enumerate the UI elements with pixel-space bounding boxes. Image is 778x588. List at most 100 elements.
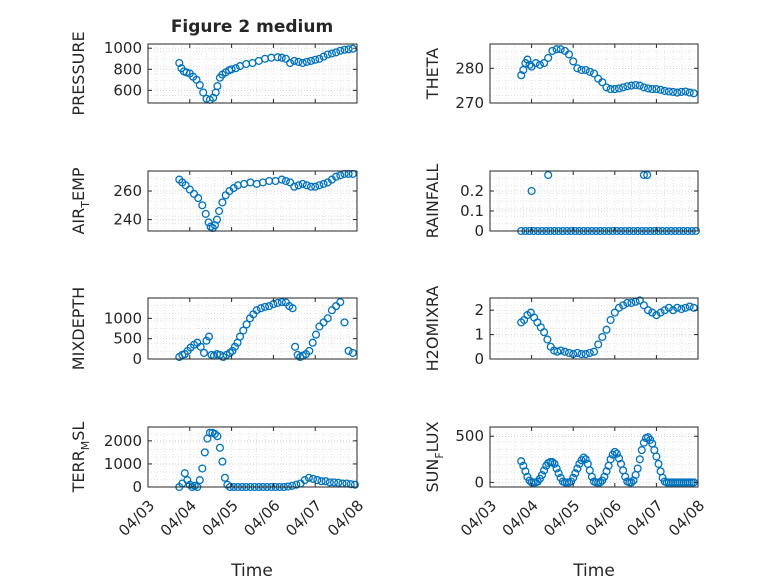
- data-point: [199, 348, 209, 357]
- data-point: [185, 480, 194, 489]
- data-point: [548, 458, 557, 467]
- data-point: [265, 302, 274, 311]
- data-point: [277, 53, 286, 62]
- y-tick-label: 800: [113, 60, 142, 78]
- data-point: [664, 87, 673, 96]
- data-point: [317, 477, 326, 486]
- y-tick-label: 500: [113, 330, 142, 348]
- data-point: [598, 78, 607, 87]
- data-point: [585, 348, 594, 357]
- data-point: [585, 67, 594, 76]
- data-point: [673, 303, 682, 312]
- data-point: [654, 459, 663, 468]
- data-point: [290, 182, 299, 191]
- data-point: [614, 303, 624, 312]
- data-point: [673, 88, 682, 97]
- data-point: [327, 49, 336, 58]
- data-point: [589, 347, 599, 356]
- figure-title: Figure 2 medium: [171, 17, 333, 37]
- data-point: [288, 304, 297, 313]
- axes-frame: [147, 43, 358, 104]
- data-point: [231, 64, 240, 73]
- x-tick-label: 04/04: [499, 497, 542, 540]
- data-point: [610, 85, 619, 94]
- data-point: [573, 464, 582, 473]
- grid-lines: [490, 171, 698, 232]
- data-point: [239, 326, 248, 335]
- data-point: [644, 84, 653, 93]
- plot-area: [490, 171, 698, 231]
- data-point: [577, 65, 586, 75]
- data-point: [228, 346, 237, 355]
- y-tick-label: 0.1: [460, 202, 484, 220]
- data-point: [294, 57, 303, 66]
- data-point: [294, 181, 303, 190]
- data-point: [544, 170, 553, 180]
- data-point: [527, 186, 536, 196]
- data-point: [321, 477, 330, 486]
- y-tick-label: 500: [455, 427, 484, 445]
- data-point: [344, 346, 353, 355]
- y-tick-label: 1000: [104, 39, 142, 57]
- data-point: [290, 56, 299, 65]
- grid-lines: [490, 427, 698, 487]
- data-point: [273, 53, 282, 62]
- subplot-3: 240 260 AIRTEMP: [69, 167, 358, 235]
- y-axis-label: PRESSURE: [69, 31, 88, 115]
- data-point: [204, 332, 214, 341]
- data-point: [305, 346, 314, 355]
- data-point: [531, 59, 540, 68]
- data-point: [350, 480, 359, 489]
- axes-frame: [489, 43, 699, 104]
- data-point: [537, 470, 547, 480]
- data-point: [560, 347, 569, 356]
- data-point: [332, 302, 341, 311]
- data-point: [227, 65, 236, 74]
- data-point: [300, 476, 309, 485]
- y-tick-label: 2000: [104, 432, 142, 450]
- data-point: [302, 181, 311, 190]
- data-point: [681, 87, 690, 96]
- x-tick-label: 04/08: [324, 497, 367, 540]
- data-point: [242, 320, 251, 329]
- data-point: [610, 447, 619, 456]
- y-tick-label: 1000: [104, 309, 142, 327]
- data-point: [195, 476, 204, 485]
- data-point: [635, 296, 644, 305]
- data-point: [564, 348, 574, 357]
- data-point: [639, 301, 648, 310]
- data-point: [340, 45, 349, 54]
- data-point: [204, 218, 213, 227]
- data-point: [230, 342, 239, 351]
- data-point: [544, 53, 553, 62]
- data-point: [637, 446, 646, 455]
- data-point: [652, 85, 661, 94]
- data-point: [292, 480, 301, 489]
- data-point: [183, 476, 192, 485]
- data-point: [543, 335, 552, 344]
- data-point: [517, 71, 526, 80]
- data-point: [213, 82, 222, 91]
- data-point: [323, 314, 332, 323]
- data-point: [639, 170, 648, 180]
- data-point: [577, 350, 586, 359]
- data-point: [643, 170, 652, 180]
- data-point: [252, 306, 261, 315]
- data-point: [298, 179, 307, 188]
- data-point: [573, 64, 582, 73]
- x-tick-label: 04/03: [115, 497, 158, 540]
- axes-frame: [489, 297, 699, 360]
- data-series: [175, 169, 357, 233]
- data-point: [319, 52, 328, 61]
- data-point: [612, 449, 621, 458]
- data-point: [215, 206, 224, 216]
- data-point: [548, 46, 557, 55]
- data-point: [648, 308, 657, 317]
- data-point: [319, 179, 328, 188]
- data-point: [552, 45, 561, 54]
- data-point: [689, 89, 698, 98]
- subplot-6: 0 1 2 H2OMIXRA: [423, 286, 699, 371]
- data-point: [556, 346, 565, 355]
- data-point: [194, 194, 203, 203]
